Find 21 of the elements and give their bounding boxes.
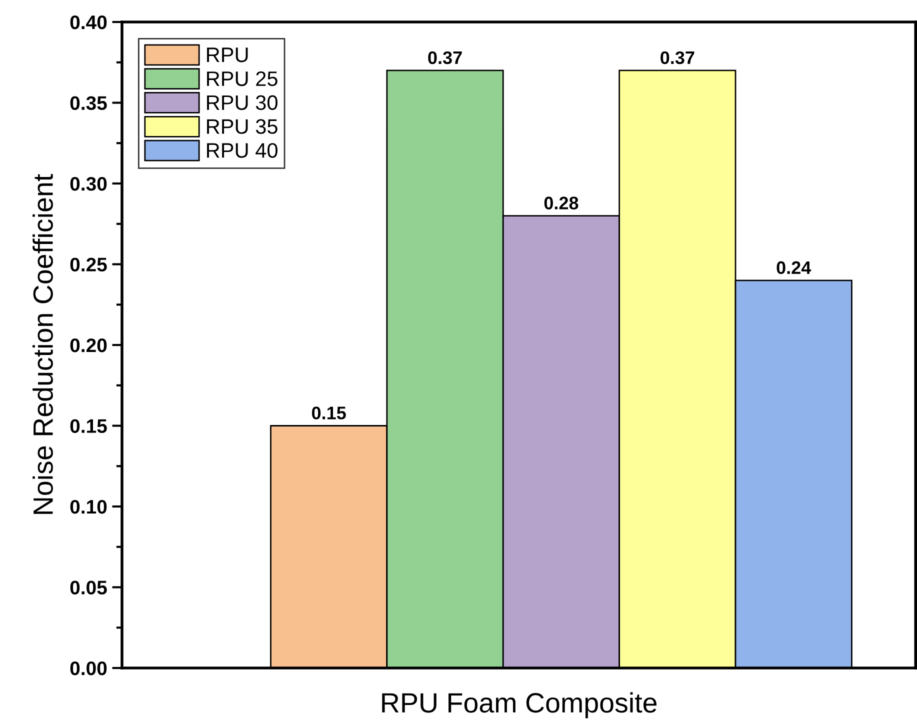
legend-label: RPU 40 xyxy=(207,143,278,158)
data-label: 0.37 xyxy=(428,51,462,64)
y-tick-label: 0.05 xyxy=(70,580,107,594)
y-tick-label: 0.25 xyxy=(70,258,107,272)
y-tick-label: 0.10 xyxy=(70,500,107,514)
x-axis-title: RPU Foam Composite xyxy=(382,692,657,718)
legend-label: RPU 35 xyxy=(207,119,278,134)
legend-label: RPU 30 xyxy=(207,95,278,110)
data-label: 0.15 xyxy=(312,406,346,420)
legend-label: RPU 25 xyxy=(207,71,278,86)
legend-label: RPU xyxy=(207,48,248,62)
y-tick-label: 0.00 xyxy=(70,661,107,676)
data-label: 0.28 xyxy=(544,196,578,210)
y-tick-label: 0.15 xyxy=(70,419,107,433)
y-axis-title: Noise Reduction Coefficient xyxy=(32,174,53,514)
data-label: 0.37 xyxy=(660,51,694,64)
y-tick-label: 0.30 xyxy=(70,176,107,191)
data-label: 0.24 xyxy=(776,261,812,274)
y-tick-label: 0.40 xyxy=(70,15,107,30)
y-tick-label: 0.20 xyxy=(70,338,107,352)
y-tick-label: 0.35 xyxy=(70,96,107,110)
